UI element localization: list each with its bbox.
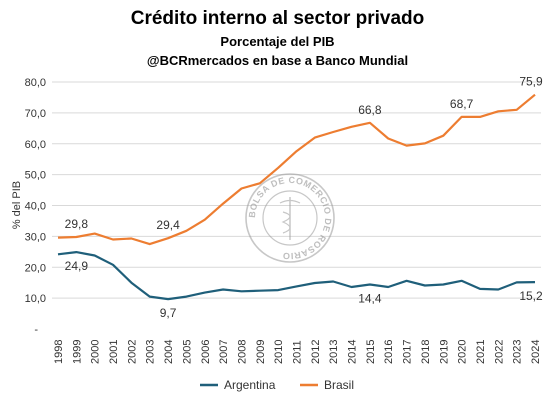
x-tick-label: 2015 [365, 340, 377, 364]
x-tick-label: 2009 [255, 340, 267, 364]
x-tick-label: 1999 [71, 340, 83, 364]
x-tick-label: 2017 [402, 340, 414, 364]
x-tick-label: 2021 [475, 340, 487, 364]
legend-label: Argentina [224, 378, 276, 392]
chart-subtitle: Porcentaje del PIB [220, 34, 335, 49]
x-tick-label: 2023 [512, 340, 524, 364]
x-tick-label: 2018 [420, 340, 432, 364]
x-tick-label: 2024 [530, 340, 542, 364]
data-label: 75,9 [519, 75, 543, 89]
y-tick-label: 60,0 [25, 139, 46, 151]
series-line-brasil [57, 93, 536, 246]
y-tick-label: 80,0 [25, 77, 46, 89]
x-tick-label: 2014 [347, 340, 359, 364]
bcr-seal-watermark: BOLSA DE COMERCIO DE ROSARIO [245, 173, 335, 263]
y-axis-label: % del PIB [11, 181, 23, 229]
y-tick-label: 10,0 [25, 293, 46, 305]
x-tick-label: 2002 [126, 340, 138, 364]
y-tick-label: - [34, 324, 38, 336]
chart-source: @BCRmercados en base a Banco Mundial [146, 53, 409, 68]
x-tick-label: 2003 [145, 340, 157, 364]
y-tick-label: 40,0 [25, 201, 46, 213]
legend: Argentina Brasil [200, 378, 354, 392]
data-label: 14,4 [358, 292, 382, 306]
y-tick-label: 50,0 [25, 170, 46, 182]
data-label: 24,9 [65, 259, 89, 273]
x-tick-label: 2013 [328, 340, 340, 364]
x-tick-label: 2010 [273, 340, 285, 364]
x-tick-label: 2020 [457, 340, 469, 364]
data-labels: 24,9 9,7 14,4 15,2 29,8 29,4 66,8 68,7 75,9 [65, 75, 543, 320]
x-tick-label: 2000 [90, 340, 102, 364]
x-tick-label: 2007 [218, 340, 230, 364]
data-label: 29,8 [65, 217, 89, 231]
data-label: 29,4 [156, 218, 180, 232]
x-tick-label: 2001 [108, 340, 120, 364]
chart-title: Crédito interno al sector privado [130, 8, 425, 29]
data-label: 15,2 [519, 289, 543, 303]
x-axis: 1998 1999 2000 2001 2002 2003 2004 2005 2006 2007… [53, 340, 542, 364]
x-tick-label: 2004 [163, 340, 175, 364]
x-tick-label: 2022 [493, 340, 505, 364]
data-label: 68,7 [450, 97, 474, 111]
x-tick-label: 2006 [200, 340, 212, 364]
data-label: 66,8 [358, 103, 382, 117]
x-tick-label: 2019 [438, 340, 450, 364]
x-tick-label: 1998 [53, 340, 65, 364]
series-lines [57, 93, 536, 301]
gridlines [52, 81, 541, 299]
x-tick-label: 2016 [383, 340, 395, 364]
x-tick-label: 2012 [310, 340, 322, 364]
legend-label: Brasil [324, 378, 354, 392]
x-tick-label: 2005 [181, 340, 193, 364]
y-tick-label: 70,0 [25, 108, 46, 120]
series-line-argentina [57, 251, 536, 301]
x-tick-label: 2008 [236, 340, 248, 364]
y-tick-label: 30,0 [25, 231, 46, 243]
data-label: 9,7 [160, 306, 177, 320]
x-tick-label: 2011 [292, 340, 304, 364]
y-tick-label: 20,0 [25, 262, 46, 274]
y-axis: - 10,0 20,0 30,0 40,0 50,0 60,0 70,0 80,0 [25, 77, 46, 336]
